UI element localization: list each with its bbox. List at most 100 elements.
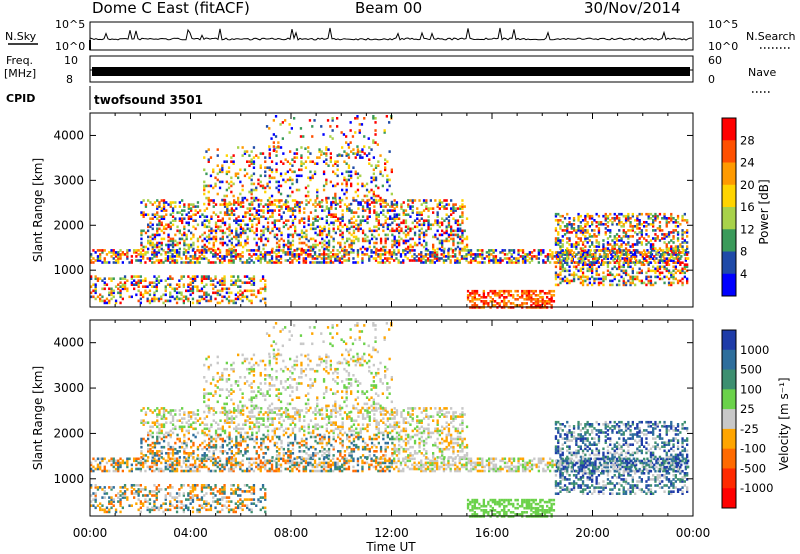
- power-cell: [237, 233, 240, 237]
- power-cell: [397, 249, 400, 252]
- power-cell: [230, 207, 233, 210]
- velocity-cell: [415, 467, 418, 471]
- power-cell: [662, 255, 665, 258]
- power-cell: [357, 201, 360, 204]
- power-cell: [593, 229, 596, 232]
- velocity-cell: [408, 459, 412, 463]
- power-cell: [323, 209, 326, 212]
- power-cell: [402, 261, 405, 264]
- power-cell: [365, 188, 369, 192]
- power-cell: [445, 237, 448, 241]
- power-cell: [180, 277, 183, 280]
- power-cell: [321, 209, 324, 212]
- velocity-cell: [114, 467, 118, 471]
- power-cell: [686, 219, 689, 222]
- power-cell: [243, 275, 247, 278]
- velocity-scatter-cells: [90, 322, 690, 518]
- power-cell: [438, 241, 441, 245]
- power-cell: [586, 237, 589, 240]
- power-cell: [413, 253, 416, 256]
- power-cell: [277, 145, 280, 148]
- power-cell: [654, 261, 657, 264]
- power-cell: [591, 229, 594, 232]
- power-cell: [598, 253, 602, 256]
- power-cell: [352, 198, 355, 202]
- power-cell: [374, 164, 378, 167]
- velocity-cell: [182, 469, 185, 473]
- power-cell: [271, 221, 274, 225]
- power-cell: [636, 219, 639, 222]
- power-cell: [259, 299, 262, 303]
- power-cell: [561, 245, 564, 248]
- velocity-cell: [268, 461, 271, 465]
- power-cell: [489, 300, 492, 303]
- power-cell: [584, 225, 587, 228]
- velocity-cell: [230, 469, 233, 473]
- velocity-cell: [214, 459, 217, 463]
- power-cell: [226, 211, 229, 214]
- power-cell: [429, 253, 432, 256]
- power-cell: [250, 249, 253, 252]
- power-cell: [158, 227, 161, 231]
- power-cell: [656, 235, 659, 238]
- power-cell: [126, 251, 129, 254]
- power-cell: [266, 229, 270, 233]
- velocity-cell: [291, 463, 294, 467]
- power-cell: [458, 249, 461, 252]
- velocity-cell: [151, 469, 154, 473]
- power-cell: [670, 259, 673, 262]
- power-cell: [575, 265, 578, 269]
- power-cell: [580, 251, 583, 254]
- power-cell: [329, 152, 332, 155]
- power-cell: [528, 253, 531, 256]
- velocity-cell: [268, 469, 271, 473]
- velocity-cell: [135, 459, 138, 463]
- power-cell: [200, 275, 204, 278]
- velocity-cell: [298, 463, 301, 467]
- power-cell: [684, 257, 687, 260]
- velocity-cell: [390, 463, 393, 467]
- power-cell: [221, 180, 224, 184]
- power-cell: [475, 304, 479, 307]
- power-cell: [203, 209, 206, 212]
- velocity-cell: [227, 469, 231, 473]
- power-cell: [300, 168, 303, 172]
- power-cell: [627, 253, 630, 256]
- power-cell: [316, 215, 319, 218]
- power-cell: [167, 235, 170, 239]
- power-cell: [350, 209, 353, 212]
- power-cell: [566, 259, 569, 262]
- velocity-cell: [135, 463, 138, 467]
- power-cell: [577, 237, 580, 240]
- power-cell: [196, 261, 199, 264]
- velocity-cell: [112, 459, 115, 463]
- power-cell: [587, 249, 590, 252]
- power-cell: [320, 257, 323, 260]
- power-cell: [629, 221, 632, 224]
- power-cell: [638, 223, 641, 226]
- power-cell: [329, 158, 332, 161]
- power-cell: [151, 251, 154, 254]
- velocity-cell: [252, 469, 256, 473]
- power-cell: [332, 229, 335, 233]
- power-cell: [393, 207, 396, 210]
- velocity-cell: [316, 463, 319, 467]
- power-cell: [176, 243, 179, 247]
- velocity-cell: [270, 457, 274, 461]
- power-cell: [246, 211, 249, 214]
- power-cell: [494, 294, 497, 297]
- velocity-cell: [388, 461, 391, 465]
- power-cell: [275, 170, 278, 174]
- power-cell: [640, 269, 643, 273]
- power-cell: [581, 233, 585, 236]
- power-cell: [309, 261, 312, 264]
- power-cell: [365, 154, 369, 157]
- power-cell: [551, 257, 554, 260]
- power-cell: [200, 251, 204, 254]
- power-cell: [338, 251, 341, 254]
- velocity-cell: [232, 467, 235, 471]
- power-cell: [366, 215, 369, 218]
- power-cell: [487, 304, 490, 307]
- power-cell: [620, 212, 623, 216]
- power-cell: [639, 253, 642, 256]
